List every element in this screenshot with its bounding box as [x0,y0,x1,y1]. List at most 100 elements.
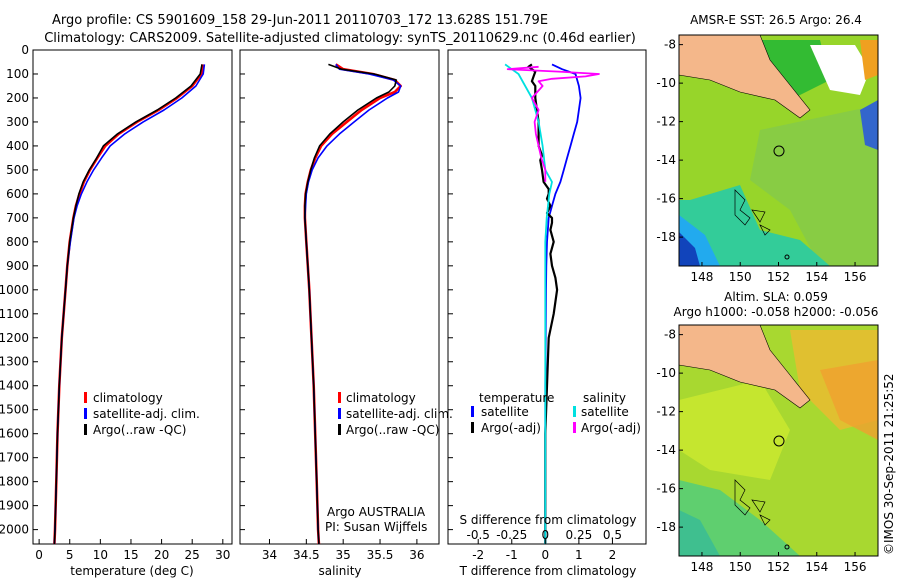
pi-label: PI: Susan Wijffels [325,520,427,534]
x-tick-label: 0 [35,548,43,562]
sla-map-axes: 148 150 152 154 156 -8 -10 -12 -14 -16 -18 [656,328,866,574]
legend-swatch-t-argo [471,422,474,433]
sla-map-title-line1: Altim. SLA: 0.059 [724,290,828,304]
t-diff-tick-label: 0 [542,548,550,562]
sst-map-warm-east [860,40,878,80]
x-tick-label: 20 [154,548,169,562]
depth-tick-label: 900 [6,259,29,273]
x-tick-label: 5 [66,548,74,562]
map-lon-label: 152 [767,560,790,574]
depth-axis: 0 100 200 300 400 500 600 700 800 900 1000 1100 1200… [0,43,453,537]
x-tick-label: 34 [262,548,277,562]
map-lat-label: -14 [656,443,676,457]
sst-map-title: AMSR-E SST: 26.5 Argo: 26.4 [690,13,862,27]
imos-watermark: ©IMOS 30-Sep-2011 21:25:52 [882,373,896,555]
map-lat-label: -10 [656,366,676,380]
salinity-panel-frame [239,49,440,545]
map-lon-label: 154 [805,270,828,284]
s-difference-axis-label: S difference from climatology [460,513,637,527]
t-diff-tick-label: 1 [575,548,583,562]
legend-label-s-satellite: satellite [581,405,629,419]
x-tick-label: 34.5 [293,548,320,562]
legend-title-salinity: salinity [583,391,626,405]
sst-map-argo-marker [773,145,785,157]
series-line-satellite-adj-clim- [53,64,206,544]
series-line-s-argo-adj- [506,65,600,182]
series-line-satellite-adj-clim- [304,63,402,544]
legend-swatch-s-argo [573,422,576,433]
depth-tick-label: 0 [21,43,29,57]
t-diff-tick-label: 2 [609,548,617,562]
series-line-climatology [53,64,204,544]
sst-map-reefs [734,189,771,236]
legend-swatch-satellite [84,408,87,419]
x-tick-label: 36 [409,548,424,562]
legend-label-satellite: satellite-adj. clim. [93,407,200,421]
salinity-legend: climatology satellite-adj. clim. Argo(..… [325,391,453,534]
difference-panel-frame [447,49,647,545]
legend-label-t-argo: Argo(-adj) [481,421,541,435]
sla-map [678,324,879,557]
temperature-panel-frame [32,49,233,545]
series-line-s-satellite [504,63,553,544]
series-line-argo-raw-qc- [304,63,398,544]
s-diff-tick-label: 0 [542,528,550,542]
map-lat-label: -14 [656,153,676,167]
map-lon-label: 156 [844,270,867,284]
temperature-legend: climatology satellite-adj. clim. Argo(..… [84,391,200,437]
depth-tick-label: 1800 [0,475,29,489]
series-line-t-argo-adj- [527,63,559,544]
depth-tick-label: 200 [6,91,29,105]
depth-tick-label: 1700 [0,451,29,465]
t-difference-axis-label: T difference from climatology [459,564,637,578]
legend-swatch-climatology [338,392,341,403]
salinity-axis-label: salinity [318,564,361,578]
legend-swatch-climatology [84,392,87,403]
x-tick-label: 10 [93,548,108,562]
legend-swatch-argo [338,424,341,435]
map-lon-label: 150 [729,560,752,574]
legend-swatch-satellite [338,408,341,419]
depth-tick-label: 800 [6,235,29,249]
depth-tick-label: 1200 [0,331,29,345]
map-lat-label: -12 [656,115,676,129]
temperature-axis-label: temperature (deg C) [70,564,193,578]
legend-label-t-satellite: satellite [481,405,529,419]
map-lon-label: 148 [691,270,714,284]
sla-map-small-marker [784,544,790,550]
depth-tick-label: 500 [6,163,29,177]
map-lat-label: -8 [664,38,676,52]
sla-map-argo-marker [773,435,785,447]
depth-tick-label: 1400 [0,379,29,393]
header-line2: Climatology: CARS2009. Satellite-adjuste… [44,31,636,46]
sla-map-reefs [734,479,771,526]
temperature-series [53,64,206,544]
sst-map-small-marker [784,254,790,260]
series-line-argo-raw-qc- [53,64,203,544]
legend-label-climatology: climatology [346,391,416,405]
sst-map-axes: 148 150 152 154 156 -8 -10 -12 -14 -16 -18 [656,38,866,284]
map-lat-label: -10 [656,76,676,90]
map-lat-label: -16 [656,192,676,206]
depth-tick-label: 1300 [0,355,29,369]
sla-map-title-line2: Argo h1000: -0.058 h2000: -0.056 [674,305,879,319]
legend-title-temperature: temperature [479,391,554,405]
difference-legend: temperature salinity satellite Argo(-adj… [471,391,641,435]
salinity-series [303,63,403,544]
map-lon-label: 154 [805,560,828,574]
legend-label-s-argo: Argo(-adj) [581,421,641,435]
sst-map [678,34,879,267]
map-lon-label: 156 [844,560,867,574]
s-diff-tick-label: 0.5 [603,528,622,542]
map-lon-label: 150 [729,270,752,284]
depth-tick-label: 1500 [0,403,29,417]
difference-x-axis: -2 -1 0 1 2 -0.5 -0.25 0 0.25 0.5 [466,528,621,562]
legend-swatch-argo [84,424,87,435]
legend-label-satellite: satellite-adj. clim. [346,407,453,421]
temperature-x-axis: 0 5 10 15 20 25 30 [35,539,230,562]
series-line-t-satellite [544,63,582,544]
depth-tick-label: 600 [6,187,29,201]
depth-tick-label: 100 [6,67,29,81]
sst-map-land [678,34,811,119]
